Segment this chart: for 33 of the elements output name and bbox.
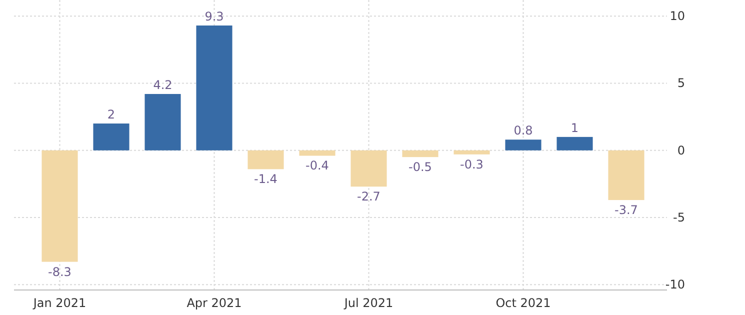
data-label: -8.3 <box>48 264 72 279</box>
data-label: 4.2 <box>153 78 172 92</box>
bar <box>556 136 593 150</box>
x-tick-label: Apr 2021 <box>186 296 242 310</box>
bar <box>196 26 232 150</box>
data-label: -1.4 <box>254 172 278 186</box>
data-label: -0.3 <box>460 157 484 172</box>
data-label: 2 <box>107 108 116 122</box>
bar <box>505 140 542 150</box>
bar <box>299 150 336 156</box>
data-label: 0.8 <box>514 124 533 138</box>
bar <box>402 150 438 158</box>
bar <box>248 150 284 170</box>
data-label: 1 <box>570 120 579 135</box>
data-label: -0.4 <box>306 158 329 173</box>
data-label: -0.5 <box>408 160 432 174</box>
y-tick-label: 10 <box>670 9 685 24</box>
bar <box>144 94 181 150</box>
x-tick-label: Oct 2021 <box>496 296 551 310</box>
y-tick-label: 5 <box>677 76 685 90</box>
bar <box>93 124 130 150</box>
bar <box>42 150 78 262</box>
data-label: 9.3 <box>204 10 224 24</box>
y-tick-label: -5 <box>673 210 685 224</box>
bar <box>608 150 644 200</box>
y-tick-label: 0 <box>677 143 685 158</box>
bar <box>350 150 387 187</box>
x-tick-label: Jan 2021 <box>32 296 86 310</box>
x-tick-label: Jul 2021 <box>343 296 394 310</box>
data-label: -3.7 <box>614 203 638 218</box>
bar <box>454 150 490 154</box>
data-label: -2.7 <box>357 190 380 204</box>
y-tick-label: -10 <box>665 278 685 292</box>
